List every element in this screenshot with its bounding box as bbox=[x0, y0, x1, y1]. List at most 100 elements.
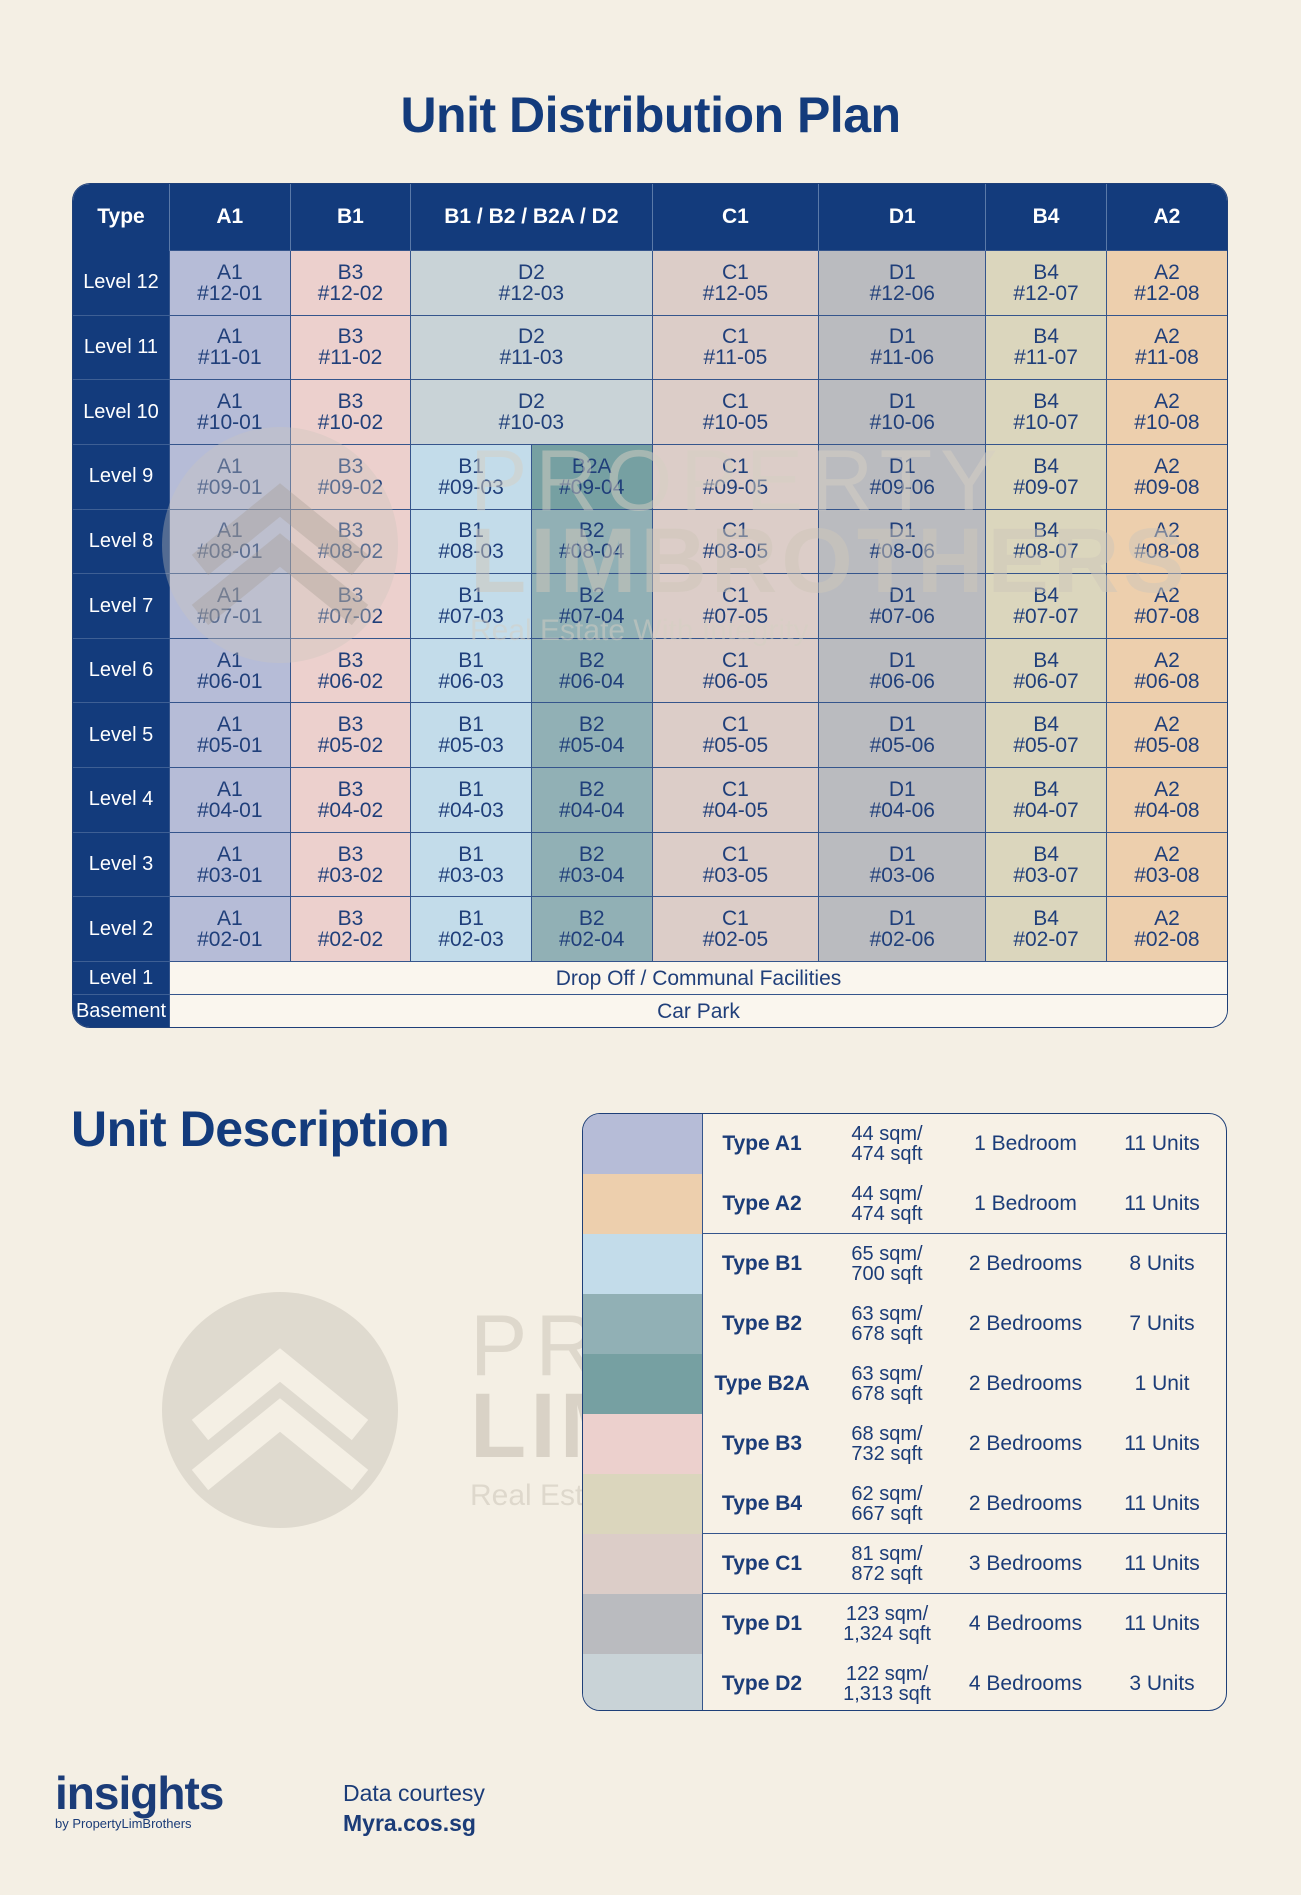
unit-type: A2 bbox=[1154, 584, 1180, 608]
table-row: Level 2 A1 #02-01 B3 #02-02 B1 #02-03 B2 #02-04 C… bbox=[73, 896, 1227, 963]
legend-row: Type D1 123 sqm/1,324 sqft 4 Bedrooms 11 Un… bbox=[583, 1593, 1226, 1654]
table-row: Level 3 A1 #03-01 B3 #03-02 B1 #03-03 B2 #03-04 C… bbox=[73, 831, 1227, 898]
bedroom-count: 2 Bedrooms bbox=[968, 1251, 1083, 1275]
unit-type-name: Type C1 bbox=[721, 1551, 803, 1575]
unit-number: #07-02 bbox=[317, 605, 384, 629]
unit-type: A1 bbox=[216, 842, 243, 866]
unit-number: #10-06 bbox=[869, 411, 935, 435]
header-col-1: A1 bbox=[169, 184, 291, 251]
unit-size: 123 sqm/1,324 sqft bbox=[843, 1602, 931, 1645]
unit-type: B2 bbox=[578, 584, 605, 608]
logo-byline: by PropertyLimBrothers bbox=[55, 1816, 192, 1831]
unit-number: #09-08 bbox=[1134, 475, 1200, 499]
legend-row: Type A1 44 sqm/474 sqft 1 Bedroom 11 Units bbox=[583, 1114, 1226, 1174]
distribution-grid: Type A1 B1 B1 / B2 / B2A / D2 C1 D1 B4 A2 Level… bbox=[73, 184, 1227, 1027]
unit-number: #02-08 bbox=[1134, 928, 1200, 952]
unit-number: #06-07 bbox=[1013, 669, 1079, 693]
unit-type-name: Type A2 bbox=[722, 1191, 802, 1215]
unit-type: A1 bbox=[216, 519, 243, 543]
unit-cell: B4 #03-07 bbox=[985, 831, 1107, 898]
unit-number: #03-05 bbox=[702, 863, 769, 887]
unit-cell: A2 #05-08 bbox=[1105, 702, 1227, 769]
header-col-5: D1 bbox=[818, 184, 987, 251]
table-row: Level 1 Drop Off / Communal Facilities bbox=[73, 961, 1227, 996]
unit-size: 44 sqm/474 sqft bbox=[851, 1122, 923, 1165]
unit-cell: B3 #06-02 bbox=[289, 637, 412, 704]
unit-type: D1 bbox=[888, 907, 916, 931]
unit-type: A2 bbox=[1154, 713, 1180, 737]
unit-type: B3 bbox=[337, 454, 364, 478]
unit-cell: B3 #08-02 bbox=[289, 508, 412, 575]
unit-number: #06-01 bbox=[197, 669, 263, 693]
unit-type: B2 bbox=[578, 907, 605, 931]
page-title: Unit Distribution Plan bbox=[400, 87, 901, 143]
unit-count: 11 Units bbox=[1124, 1611, 1200, 1635]
unit-type: B3 bbox=[337, 260, 364, 284]
unit-size: 44 sqm/474 sqft bbox=[851, 1182, 923, 1225]
table-row: Level 11 A1 #11-01 B3 #11-02 D2 #11-03 C1 #11-05… bbox=[73, 314, 1227, 381]
unit-number: #08-01 bbox=[197, 540, 263, 564]
color-swatch bbox=[583, 1533, 703, 1594]
unit-type: D2 bbox=[517, 325, 545, 349]
unit-size: 63 sqm/678 sqft bbox=[851, 1362, 923, 1405]
level-label: Level 6 bbox=[73, 638, 170, 704]
unit-cell: A1 #09-01 bbox=[169, 443, 291, 510]
unit-type: A1 bbox=[216, 777, 243, 801]
unit-type: D2 bbox=[517, 390, 545, 414]
unit-number: #12-08 bbox=[1134, 281, 1200, 305]
unit-number: #07-04 bbox=[558, 605, 625, 629]
unit-cell: B4 #09-07 bbox=[985, 443, 1107, 510]
unit-number: #07-05 bbox=[702, 605, 769, 629]
unit-number: #05-05 bbox=[702, 734, 769, 758]
unit-cell: B1 #08-03 bbox=[410, 508, 532, 575]
unit-type: B4 bbox=[1033, 907, 1059, 931]
legend-row: Type B1 65 sqm/700 sqft 2 Bedrooms 8 Units bbox=[583, 1233, 1226, 1294]
unit-type: B1 bbox=[458, 519, 484, 543]
unit-number: #12-07 bbox=[1013, 281, 1079, 305]
unit-size: 62 sqm/667 sqft bbox=[851, 1482, 923, 1525]
unit-number: #10-03 bbox=[498, 411, 565, 435]
color-swatch bbox=[583, 1173, 703, 1234]
unit-number: #03-03 bbox=[438, 863, 504, 887]
unit-type-name: Type B3 bbox=[721, 1431, 803, 1455]
unit-type: C1 bbox=[722, 260, 749, 284]
unit-cell: B3 #11-02 bbox=[289, 314, 412, 381]
unit-cell: C1 #03-05 bbox=[651, 831, 820, 898]
logo-wordmark: insights bbox=[55, 1767, 224, 1819]
unit-type: B2A bbox=[571, 454, 612, 478]
level-label: Level 4 bbox=[73, 767, 170, 833]
unit-number: #04-01 bbox=[197, 798, 263, 822]
header-col-7: A2 bbox=[1106, 184, 1227, 251]
unit-type-name: Type B1 bbox=[721, 1251, 803, 1275]
unit-description-title: Unit Description bbox=[71, 1101, 450, 1157]
unit-type: B3 bbox=[337, 777, 364, 801]
unit-number: #05-02 bbox=[317, 734, 384, 758]
table-header-row: Type A1 B1 B1 / B2 / B2A / D2 C1 D1 B4 A2 bbox=[73, 184, 1227, 251]
unit-cell: B2 #04-04 bbox=[530, 767, 653, 833]
unit-type: C1 bbox=[722, 777, 749, 801]
legend-row: Type B2A 63 sqm/678 sqft 2 Bedrooms 1 Unit bbox=[583, 1353, 1226, 1414]
unit-cell: C1 #11-05 bbox=[651, 314, 820, 381]
level-label: Level 2 bbox=[73, 896, 170, 963]
courtesy-label: Data courtesy bbox=[343, 1780, 485, 1806]
unit-type: B4 bbox=[1033, 519, 1059, 543]
unit-number: #07-07 bbox=[1013, 605, 1079, 629]
unit-count: 3 Units bbox=[1129, 1671, 1195, 1695]
unit-cell: B4 #10-07 bbox=[985, 379, 1107, 445]
color-swatch bbox=[583, 1593, 703, 1654]
unit-cell: C1 #08-05 bbox=[651, 508, 820, 575]
legend-row: Type D2 122 sqm/1,313 sqft 4 Bedrooms 3 Uni… bbox=[583, 1653, 1226, 1710]
unit-cell: B2 #06-04 bbox=[530, 637, 653, 704]
unit-type-name: Type B2A bbox=[714, 1371, 810, 1395]
unit-cell: B2 #03-04 bbox=[530, 831, 653, 898]
unit-cell: B1 #06-03 bbox=[410, 637, 532, 704]
unit-number: #12-02 bbox=[317, 281, 384, 305]
legend-row: Type A2 44 sqm/474 sqft 1 Bedroom 11 Units bbox=[583, 1173, 1226, 1234]
unit-count: 11 Units bbox=[1124, 1131, 1200, 1155]
unit-size: 68 sqm/732 sqft bbox=[851, 1422, 923, 1465]
unit-number: #10-07 bbox=[1013, 411, 1079, 435]
color-swatch bbox=[583, 1114, 703, 1174]
level-label: Level 1 bbox=[73, 961, 170, 996]
unit-cell: A1 #04-01 bbox=[169, 767, 291, 833]
unit-cell: B2 #02-04 bbox=[530, 896, 653, 963]
